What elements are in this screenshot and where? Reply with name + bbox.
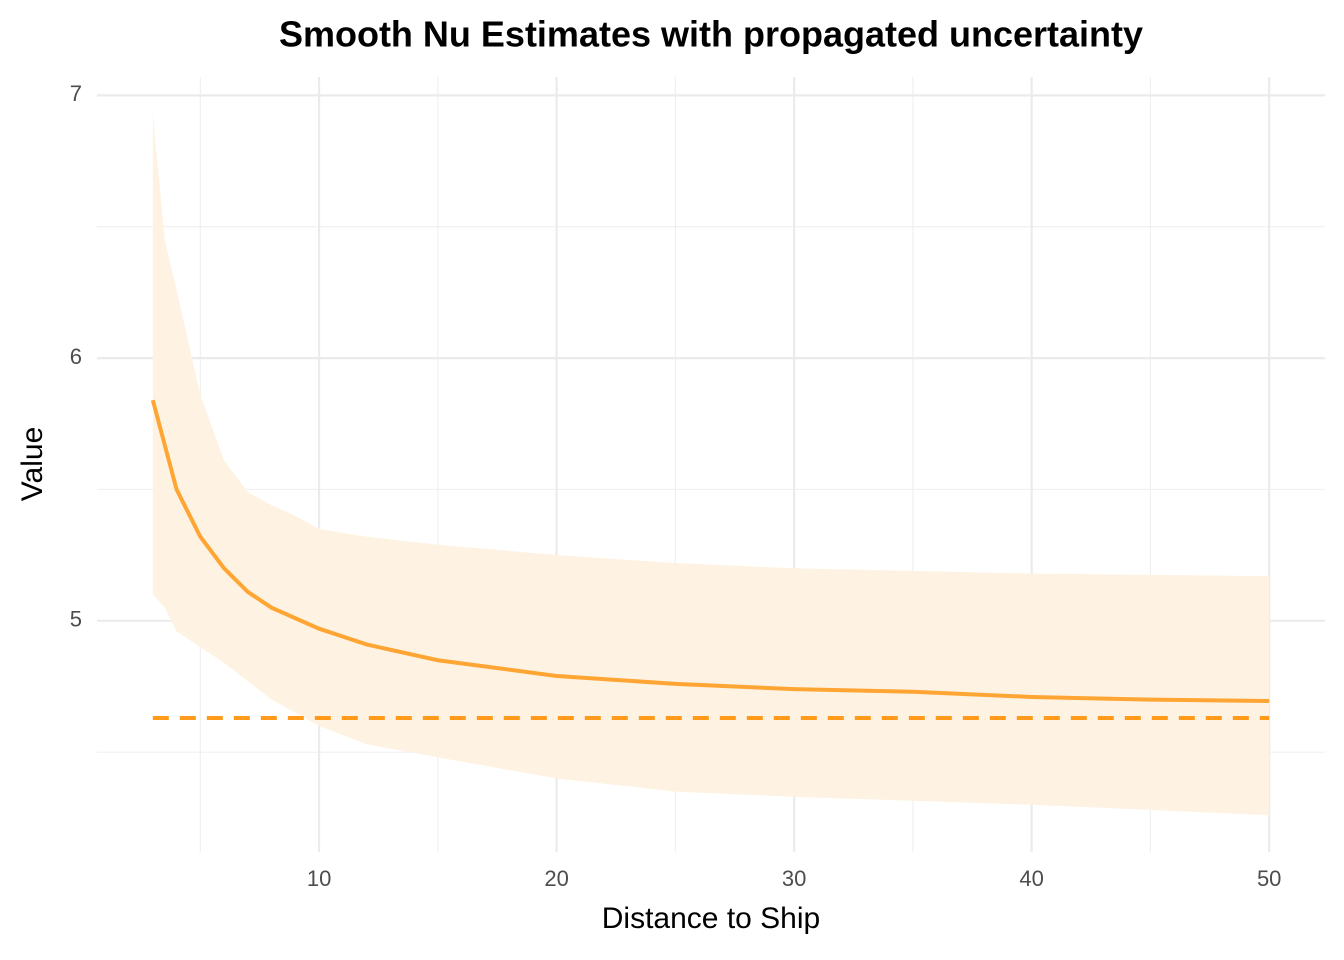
- x-tick-label: 40: [1019, 866, 1043, 891]
- chart-title: Smooth Nu Estimates with propagated unce…: [279, 14, 1143, 55]
- y-tick-label: 5: [70, 607, 82, 632]
- x-axis-title: Distance to Ship: [602, 902, 820, 935]
- x-tick-label: 10: [307, 866, 331, 891]
- estimate-line: [150, 399, 1270, 703]
- y-tick-label: 6: [70, 344, 82, 369]
- y-tick-label: 7: [70, 81, 82, 106]
- x-tick-label: 50: [1257, 866, 1281, 891]
- uncertainty-band: [152, 113, 1270, 816]
- x-tick-label: 20: [544, 866, 568, 891]
- y-axis-title: Value: [16, 427, 49, 502]
- x-tick-label: 30: [782, 866, 806, 891]
